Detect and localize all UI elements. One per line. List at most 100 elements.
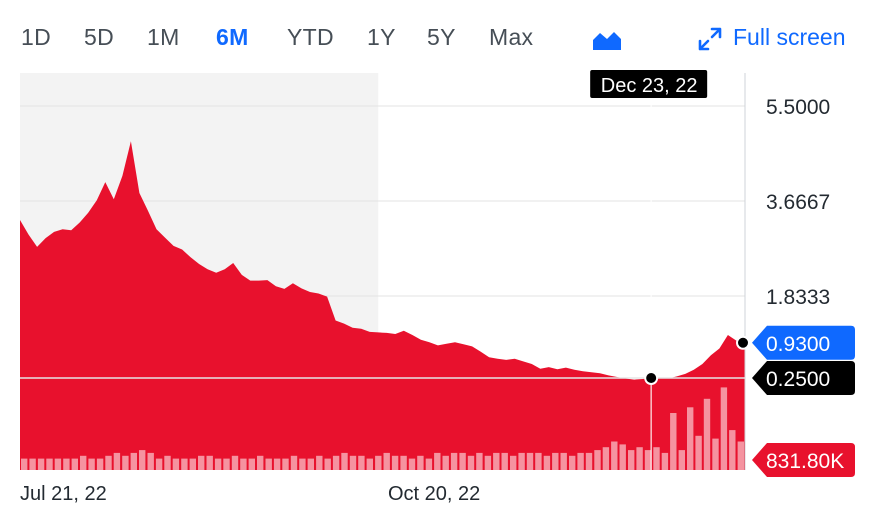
volume-bar xyxy=(484,455,492,471)
volume-bar xyxy=(602,447,610,470)
volume-bar xyxy=(189,458,196,470)
volume-bar xyxy=(214,458,222,470)
volume-bar xyxy=(628,450,635,470)
range-1d-button[interactable]: 1D xyxy=(21,24,52,50)
volume-label: 831.80K xyxy=(766,450,844,473)
volume-bar xyxy=(206,455,213,471)
volume-bar xyxy=(223,458,230,470)
last-price-tag-bg xyxy=(752,325,855,360)
price-area xyxy=(20,141,745,470)
last-price-label: 0.9300 xyxy=(766,333,830,356)
crosshair-date-label: Dec 23, 22 xyxy=(601,75,698,97)
volume-bar xyxy=(240,458,247,470)
volume-bar xyxy=(332,455,340,471)
volume-bar xyxy=(543,455,551,471)
crosshair-price-label: 0.2500 xyxy=(766,368,830,391)
volume-bar xyxy=(636,447,643,470)
volume-bar xyxy=(130,452,137,470)
y-axis-ticks: 5.5000 3.6667 1.8333 xyxy=(766,96,830,309)
volume-bar xyxy=(282,458,289,470)
volume-bar xyxy=(442,455,449,471)
x-tick-label: Jul 21, 22 xyxy=(20,483,107,505)
volume-bar xyxy=(653,447,660,470)
volume-bar xyxy=(670,413,677,470)
volume-bar xyxy=(467,455,475,471)
volume-bar xyxy=(181,458,188,470)
volume-bar xyxy=(316,455,323,471)
y-tick-label: 5.5000 xyxy=(766,96,830,119)
volume-bar xyxy=(594,450,601,470)
y-tick-label: 1.8333 xyxy=(766,286,830,309)
volume-bar xyxy=(63,458,70,470)
volume-bar xyxy=(37,458,45,470)
volume-bar xyxy=(501,452,508,470)
volume-bar xyxy=(450,452,458,470)
volume-bar xyxy=(687,407,694,470)
crosshair-marker xyxy=(644,371,659,385)
volume-bar xyxy=(493,452,500,470)
volume-tag: 831.80K xyxy=(752,443,855,477)
expand-arrows-icon xyxy=(698,27,722,51)
range-ytd-button[interactable]: YTD xyxy=(287,24,334,50)
volume-bar xyxy=(265,458,272,470)
volume-bar xyxy=(273,458,281,470)
volume-bar xyxy=(290,455,298,471)
volume-bar xyxy=(434,452,441,470)
volume-bar xyxy=(21,458,28,470)
volume-bar xyxy=(349,455,357,471)
volume-bar xyxy=(122,455,129,471)
volume-bar xyxy=(518,452,525,470)
volume-bar xyxy=(619,444,626,471)
volume-bar xyxy=(375,455,382,471)
range-1m-button[interactable]: 1M xyxy=(147,24,180,50)
volume-bar xyxy=(198,455,205,471)
volume-bar xyxy=(307,458,314,470)
volume-bar xyxy=(510,455,517,471)
volume-bar xyxy=(54,458,62,470)
range-5d-button[interactable]: 5D xyxy=(84,24,115,50)
volume-bar xyxy=(299,458,306,470)
volume-bar xyxy=(366,458,373,470)
mountain-chart-icon[interactable] xyxy=(591,30,623,50)
y-tick-label: 3.6667 xyxy=(766,191,830,214)
volume-bar xyxy=(526,452,534,470)
range-1y-button[interactable]: 1Y xyxy=(367,24,396,50)
volume-bar xyxy=(585,452,593,470)
volume-bar xyxy=(46,458,53,470)
volume-bar xyxy=(147,452,154,470)
volume-bar xyxy=(164,455,171,471)
crosshair-date-tag: Dec 23, 22 xyxy=(590,70,708,98)
volume-bar xyxy=(155,458,163,470)
volume-bar xyxy=(535,452,542,470)
volume-bar xyxy=(611,441,618,470)
volume-bar xyxy=(720,387,728,470)
volume-bar xyxy=(324,458,331,470)
crosshair-price-tag: 0.2500 xyxy=(752,361,855,395)
range-6m-button[interactable]: 6M xyxy=(216,24,249,50)
range-max-button[interactable]: Max xyxy=(489,24,534,50)
volume-bar xyxy=(560,452,567,470)
volume-bar xyxy=(459,452,466,470)
volume-bar xyxy=(96,458,104,470)
last-price-tag: 0.9300 xyxy=(752,325,855,360)
volume-bar xyxy=(341,452,348,470)
volume-bar xyxy=(383,452,390,470)
volume-bar xyxy=(400,455,407,471)
volume-tag-bg xyxy=(752,443,855,477)
volume-bar xyxy=(257,455,264,471)
crosshair-price-tag-bg xyxy=(752,361,855,395)
volume-bar xyxy=(425,458,433,470)
range-5y-button[interactable]: 5Y xyxy=(427,24,456,50)
last-price-marker xyxy=(736,335,750,350)
volume-bar xyxy=(408,458,416,470)
volume-bar xyxy=(695,435,702,470)
volume-bar xyxy=(569,455,576,471)
volume-bar xyxy=(661,452,669,470)
volume-bar xyxy=(577,452,584,470)
volume-bar xyxy=(391,455,399,471)
volume-bar xyxy=(172,458,180,470)
volume-bar xyxy=(703,398,711,471)
volume-bar xyxy=(737,441,744,470)
volume-bar xyxy=(248,458,255,470)
